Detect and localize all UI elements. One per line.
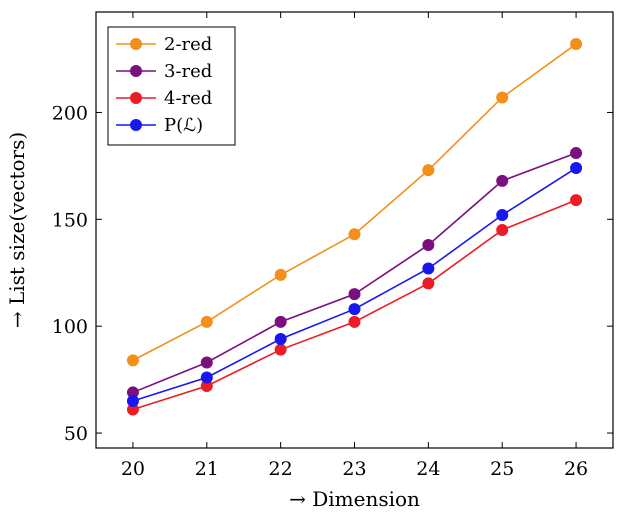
- legend-marker: [130, 92, 142, 104]
- x-tick-label: 24: [416, 458, 440, 480]
- legend-marker: [130, 38, 142, 50]
- data-point: [126, 394, 139, 407]
- data-point: [496, 209, 509, 222]
- legend-marker: [130, 65, 142, 77]
- data-point: [570, 162, 583, 175]
- data-point: [200, 371, 213, 384]
- data-point: [570, 38, 583, 51]
- data-point: [126, 386, 139, 399]
- data-point: [200, 380, 213, 393]
- x-tick-label: 23: [342, 458, 366, 480]
- data-point: [348, 303, 361, 316]
- data-point: [422, 277, 435, 290]
- data-point: [570, 147, 583, 160]
- data-point: [200, 315, 213, 328]
- data-point: [570, 194, 583, 207]
- legend-label: 2-red: [164, 34, 212, 55]
- legend: 2-red 3-red 4-red P(ℒ): [107, 26, 236, 146]
- x-tick-label: 25: [490, 458, 514, 480]
- x-axis-label: → Dimension: [289, 487, 420, 511]
- y-tick-label: 200: [52, 102, 88, 124]
- data-point: [496, 224, 509, 236]
- legend-label: P(ℒ): [164, 115, 203, 136]
- data-point: [274, 315, 287, 328]
- data-point: [126, 354, 139, 367]
- data-point: [422, 164, 435, 177]
- data-point: [200, 356, 213, 369]
- x-tick-label: 21: [195, 458, 219, 480]
- data-point: [274, 343, 287, 356]
- legend-marker: [130, 119, 142, 131]
- data-point: [422, 238, 435, 251]
- y-axis-label: → List size(vectors): [5, 132, 29, 328]
- data-point: [348, 315, 361, 328]
- x-tick-label: 22: [269, 458, 293, 480]
- y-tick-label: 150: [52, 209, 88, 231]
- x-tick-label: 20: [121, 458, 145, 480]
- data-point: [348, 228, 361, 241]
- y-tick-label: 100: [52, 316, 88, 338]
- x-tick-label: 26: [564, 458, 588, 480]
- series-line: [132, 152, 577, 394]
- data-point: [274, 268, 287, 281]
- legend-label: 4-red: [164, 88, 212, 109]
- y-tick-label: 50: [64, 423, 88, 445]
- data-point: [126, 403, 139, 416]
- data-point: [496, 174, 509, 187]
- data-point: [496, 91, 509, 104]
- data-point: [274, 333, 287, 345]
- data-point: [422, 262, 435, 275]
- legend-label: 3-red: [164, 61, 212, 82]
- plot-area: 20 21 22 23 24 25 26 50 100 150 200: [52, 11, 614, 480]
- data-point: [348, 288, 361, 301]
